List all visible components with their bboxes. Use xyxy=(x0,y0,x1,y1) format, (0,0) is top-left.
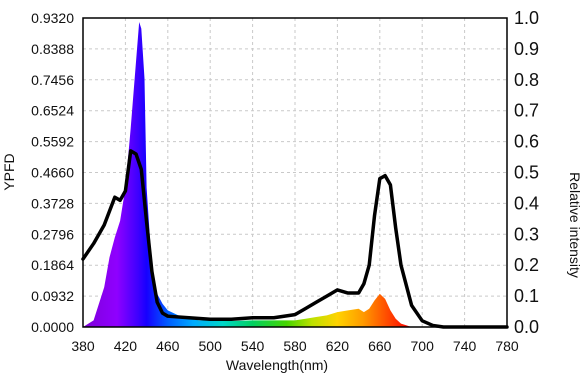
x-tick-label: 460 xyxy=(156,338,180,354)
left-y-tick-label: 0.8388 xyxy=(31,41,74,57)
spectrum-fill-layer xyxy=(83,21,507,327)
x-tick-label: 620 xyxy=(326,338,350,354)
x-tick-label: 780 xyxy=(495,338,519,354)
right-y-tick-label: 0.1 xyxy=(514,286,539,306)
left-y-tick-label: 0.7456 xyxy=(31,72,74,88)
x-tick-label: 500 xyxy=(199,338,223,354)
left-y-axis-label: YPFD xyxy=(1,153,17,190)
tick-layer: 380 420 460 500 540 580 620 660 700 740 780 0.0000 0… xyxy=(31,8,539,354)
x-tick-label: 740 xyxy=(453,338,477,354)
left-y-tick-label: 0.5592 xyxy=(31,134,74,150)
right-y-tick-label: 0.2 xyxy=(514,255,539,275)
x-axis-label: Wavelength(nm) xyxy=(226,357,328,373)
relative-intensity-line xyxy=(81,149,509,329)
grid-layer xyxy=(83,18,507,327)
axes-layer xyxy=(82,17,508,328)
right-y-tick-label: 0.5 xyxy=(514,163,539,183)
right-y-axis-label: Relative intensity xyxy=(567,172,581,278)
right-y-tick-label: 0.9 xyxy=(514,39,539,59)
x-tick-label: 420 xyxy=(114,338,138,354)
right-y-tick-label: 0.6 xyxy=(514,132,539,152)
left-y-tick-label: 0.1864 xyxy=(31,257,74,273)
x-tick-label: 580 xyxy=(283,338,307,354)
left-y-tick-label: 0.4660 xyxy=(31,165,74,181)
spectrum-fill xyxy=(83,21,507,327)
right-y-tick-label: 1.0 xyxy=(514,8,539,28)
relative-intensity-layer xyxy=(81,149,509,329)
left-y-tick-label: 0.3728 xyxy=(31,195,74,211)
left-y-tick-label: 0.0000 xyxy=(31,319,74,335)
right-y-tick-label: 0.7 xyxy=(514,101,539,121)
x-tick-label: 540 xyxy=(241,338,265,354)
left-y-tick-label: 0.9320 xyxy=(31,10,74,26)
left-y-tick-label: 0.2796 xyxy=(31,226,74,242)
right-y-tick-label: 0.0 xyxy=(514,317,539,337)
left-y-tick-label: 0.0932 xyxy=(31,288,74,304)
right-y-tick-label: 0.3 xyxy=(514,224,539,244)
right-y-tick-label: 0.8 xyxy=(514,70,539,90)
x-tick-label: 660 xyxy=(368,338,392,354)
right-y-tick-label: 0.4 xyxy=(514,193,539,213)
plot-frame xyxy=(82,17,508,328)
x-tick-label: 700 xyxy=(411,338,435,354)
left-y-tick-label: 0.6524 xyxy=(31,103,74,119)
x-tick-label: 380 xyxy=(71,338,95,354)
